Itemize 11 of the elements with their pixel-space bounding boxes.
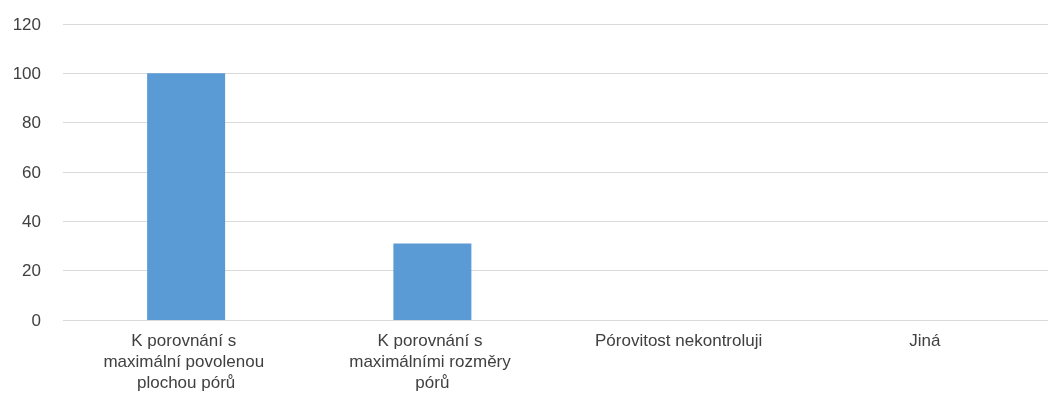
x-tick-label: K porovnání s maximálními rozměry pórů xyxy=(349,331,516,392)
y-tick-label: 0 xyxy=(31,310,41,330)
y-tick-label: 100 xyxy=(12,63,41,83)
x-tick-label: Jiná xyxy=(909,331,942,350)
x-tick-label: K porovnání s maximální povolenou plochou pórů xyxy=(103,331,269,392)
x-tick-label: Pórovitost nekontroluji xyxy=(594,331,763,350)
y-tick-label: 120 xyxy=(12,14,41,34)
y-tick-label: 40 xyxy=(22,211,41,231)
y-tick-label: 80 xyxy=(22,113,41,133)
y-tick-label: 20 xyxy=(22,261,41,281)
y-tick-label: 60 xyxy=(22,162,41,182)
